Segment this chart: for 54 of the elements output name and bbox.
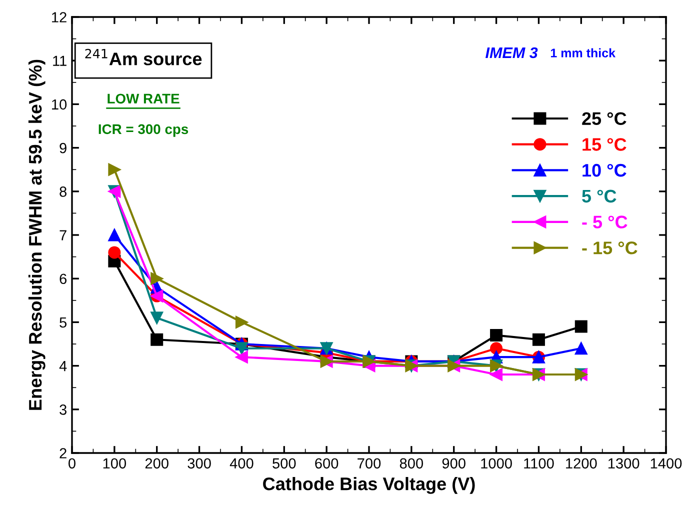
x-tick-label: 600 [315,458,338,469]
point [574,342,588,355]
annotation: LOW RATE [108,94,180,104]
x-tick-label: 500 [272,458,296,469]
y-tick-label: 8 [60,186,67,197]
x-axis-title: Cathode Bias Voltage (V) [263,477,475,494]
y-tick-label: 12 [52,12,66,22]
point [574,320,588,333]
point [490,342,503,355]
legend-label: 25 °C [582,112,626,125]
y-tick-label: 7 [60,230,66,240]
annotation: $^{241}$Am source [85,48,202,66]
x-tick-label: 700 [358,458,381,469]
y-tick-label: 10 [52,99,67,110]
point [150,312,164,324]
x-tick-label: 400 [230,458,254,469]
annotation: 1 mm thick [550,48,616,58]
y-axis-title: Energy Resolution FWHM at 59.5 keV (%) [28,60,46,410]
point [150,272,164,285]
annotation: IMEM 3 [486,47,538,58]
legend-label: - 15 °C [582,242,638,254]
annotation: ICR = 300 cps [98,124,188,137]
x-tick-label: 100 [103,458,126,469]
x-tick-label: 800 [400,458,424,469]
point [108,163,121,176]
x-tick-label: 1000 [481,458,512,469]
y-tick-label: 6 [60,274,66,284]
point [532,333,545,346]
y-tick-label: 2 [60,448,66,458]
x-tick-label: 1200 [566,458,597,469]
x-tick-label: 0 [68,458,76,469]
y-tick-label: 11 [53,56,66,66]
point [490,329,503,342]
legend-label: - 5 °C [582,216,628,228]
x-tick-label: 1300 [608,458,640,469]
y-tick-label: 3 [60,404,66,415]
legend-label: 10 °C [582,164,626,177]
x-tick-label: 300 [188,458,211,469]
y-tick-label: 5 [60,317,67,328]
x-tick-label: 1400 [650,458,682,469]
point [235,342,248,355]
x-tick-label: 900 [442,458,466,469]
point [490,368,503,381]
y-tick-label: 9 [60,142,66,154]
point [235,350,248,364]
point [108,246,121,259]
x-tick-label: 200 [145,458,168,469]
point [150,333,164,346]
legend-label: 15 °C [582,138,626,151]
legend-label: 5 °C [582,190,616,203]
x-tick-label: 1100 [524,458,554,469]
point [108,228,121,242]
point [235,316,248,328]
y-tick-label: 4 [59,361,67,372]
